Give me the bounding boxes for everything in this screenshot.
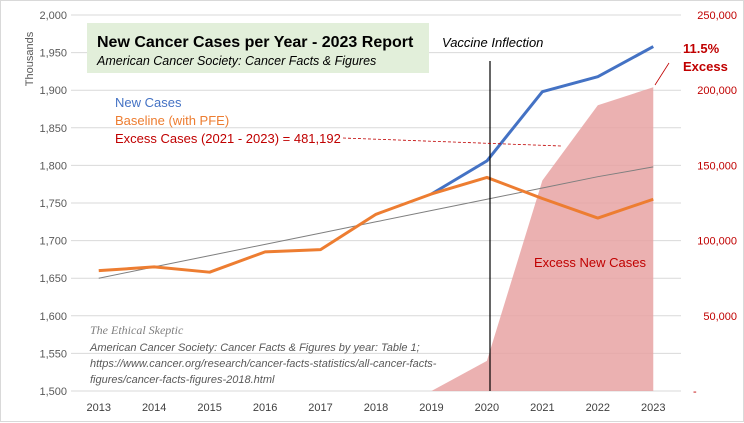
y-axis-label: Thousands [24,31,36,86]
baseline-with-pfe-line [98,175,654,274]
excess-percent-pointer [654,62,670,86]
y2-tick-label: - [693,386,697,398]
y2-tick-label: 250,000 [697,10,737,22]
y2-tick-label: 150,000 [697,160,737,172]
x-tick-label: 2022 [586,402,610,414]
x-tick-label: 2015 [197,402,221,414]
y2-tick-label: 50,000 [703,311,737,323]
y-tick-label: 1,600 [39,311,67,323]
excess-pointer-line [342,137,562,147]
chart-subtitle: American Cancer Society: Cancer Facts & … [96,54,376,68]
x-tick-label: 2020 [475,402,499,414]
legend-new-cases: New Cases [115,95,182,110]
y-tick-label: 1,650 [39,273,67,285]
y-tick-label: 1,750 [39,198,67,210]
legend-baseline: Baseline (with PFE) [115,113,229,128]
y2-tick-label: 200,000 [697,85,737,97]
chart-title: New Cancer Cases per Year - 2023 Report [97,34,414,51]
excess-percent-label: 11.5% [683,41,720,56]
legend-excess-cases: Excess Cases (2021 - 2023) = 481,192 [115,131,341,146]
vaccine-inflection-label: Vaccine Inflection [442,35,543,50]
x-tick-label: 2017 [308,402,332,414]
axes: 1,500 1,550 1,600 1,650 1,700 1,750 1,800 1,850… [39,10,737,414]
series-lines [98,45,654,279]
y2-tick-label: 100,000 [697,236,737,248]
excess-area-layer [431,87,654,391]
excess-word-label: Excess [683,59,728,74]
y-tick-label: 1,900 [39,85,67,97]
new-casesline [430,45,654,196]
title-box [87,23,429,73]
x-tick-label: 2013 [86,402,110,414]
source-line-2: https://www.cancer.org/research/cancer-f… [90,358,437,370]
y-tick-label: 1,700 [39,236,67,248]
source-line-1: American Cancer Society: Cancer Facts & … [89,342,420,354]
y-tick-label: 2,000 [39,10,67,22]
x-tick-label: 2016 [253,402,277,414]
source-line-3: figures/cancer-facts-figures-2018.html [90,374,275,386]
y-tick-label: 1,800 [39,160,67,172]
x-tick-label: 2018 [364,402,388,414]
trend-line [98,166,654,279]
x-tick-label: 2014 [142,402,166,414]
x-tick-label: 2019 [419,402,443,414]
watermark: The Ethical Skeptic [90,323,184,337]
y-tick-label: 1,950 [39,48,67,60]
x-tick-label: 2023 [641,402,665,414]
y-tick-label: 1,550 [39,348,67,360]
gridlines [71,14,681,392]
y-tick-label: 1,500 [39,386,67,398]
y-tick-label: 1,850 [39,123,67,135]
excess-area [431,87,654,391]
area-label: Excess New Cases [534,255,646,270]
x-tick-label: 2021 [530,402,554,414]
